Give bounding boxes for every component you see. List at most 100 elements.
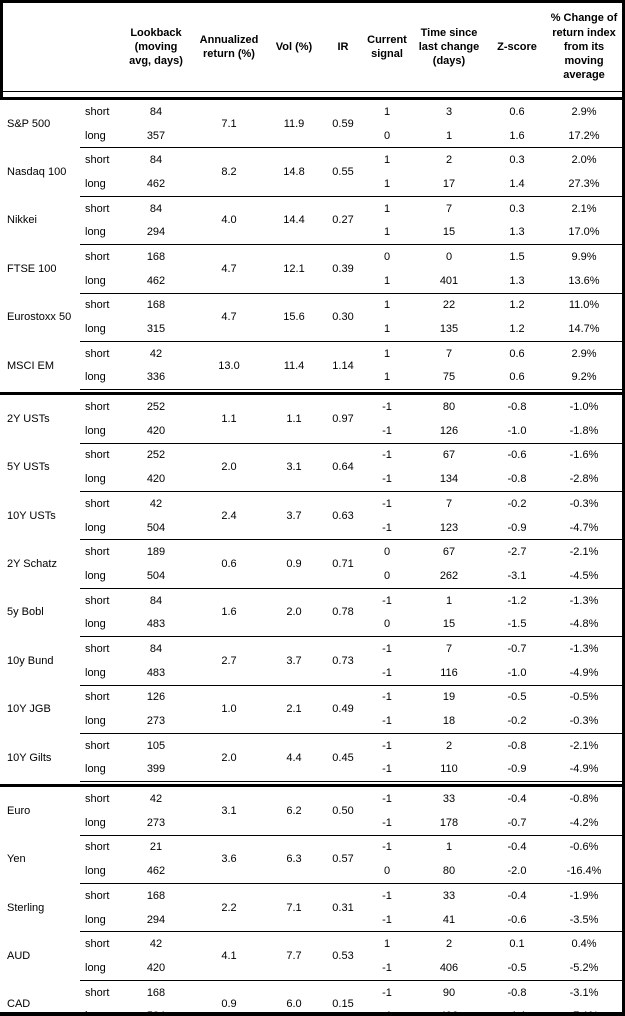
table-row: long 294 -1 41 -0.6 -3.5%	[0, 907, 622, 933]
cell-leg: short	[85, 105, 110, 118]
table-row: AUD short 42 4.1 7.7 0.53 1 2 0.1 0.4%	[0, 931, 622, 981]
cell-leg: short	[85, 793, 110, 806]
cell-asset: Nasdaq 100	[7, 166, 67, 179]
cell-z-score: 1.5	[509, 250, 525, 263]
cell-asset: 2Y USTs	[7, 413, 50, 426]
cell-signal: 1	[383, 154, 391, 167]
cell-ir: 0.97	[322, 393, 364, 444]
table-row: long 399 -1 110 -0.9 -4.9%	[0, 757, 622, 783]
cell-leg: long	[80, 317, 120, 342]
cell-signal: 1	[383, 938, 391, 951]
cell-vol: 7.1	[266, 883, 322, 933]
header-divider	[0, 91, 622, 100]
col-header-ir: IR	[337, 40, 349, 53]
table-row: Nasdaq 100 short 84 8.2 14.8 0.55 1 2 0.3 2.0%	[0, 147, 622, 197]
cell-z-score: -0.5	[507, 691, 527, 704]
cell-time-since: 0	[445, 250, 453, 263]
cell-pct-change: 17.2%	[546, 123, 622, 149]
cell-pct-change: -2.1%	[569, 546, 599, 559]
col-header-time-since: Time since last change (days)	[418, 26, 480, 68]
cell-z-score: 1.3	[488, 220, 546, 246]
section-divider-line	[0, 389, 622, 396]
cell-z-score: -1.1	[488, 1004, 546, 1012]
cell-time-since: 7	[445, 497, 453, 510]
col-header-annualized-return: Annualized return (%)	[199, 33, 259, 60]
cell-time-since: 123	[410, 515, 488, 541]
cell-pct-change: -1.3%	[569, 642, 599, 655]
table-row: long 294 1 15 1.3 17.0%	[0, 220, 622, 246]
cell-time-since: 33	[442, 889, 456, 902]
table-row: Nikkei short 84 4.0 14.4 0.27 1 7 0.3 2.1%	[0, 196, 622, 246]
cell-leg: long	[80, 172, 120, 197]
cell-lookback: 252	[146, 449, 166, 462]
cell-z-score: -0.5	[488, 956, 546, 981]
cell-lookback: 42	[149, 497, 163, 510]
cell-leg: short	[85, 449, 110, 462]
cell-signal: -1	[382, 594, 392, 607]
cell-ir: 0.63	[322, 491, 364, 541]
cell-leg: short	[85, 938, 110, 951]
cell-lookback: 483	[120, 660, 192, 686]
cell-asset: 10Y USTs	[7, 509, 56, 522]
cell-pct-change: -4.9%	[546, 660, 622, 686]
cell-z-score: -0.4	[507, 889, 527, 902]
cell-z-score: -1.0	[488, 418, 546, 444]
cell-signal: 1	[383, 202, 391, 215]
cell-pct-change: -0.6%	[569, 841, 599, 854]
cell-signal: 0	[383, 546, 391, 559]
cell-leg: short	[85, 154, 110, 167]
cell-leg: long	[80, 515, 120, 541]
cell-signal: -1	[382, 739, 392, 752]
cell-z-score: 1.2	[509, 299, 525, 312]
cell-pct-change: 2.0%	[571, 154, 597, 167]
cell-lookback: 504	[120, 564, 192, 589]
table-row: long 420 -1 406 -0.5 -5.2%	[0, 956, 622, 981]
cell-leg: short	[85, 347, 110, 360]
table-row: 10y Bund short 84 2.7 3.7 0.73 -1 7 -0.7 -1.3%	[0, 636, 622, 686]
cell-z-score: -0.8	[488, 467, 546, 493]
cell-lookback: 462	[120, 859, 192, 885]
cell-z-score: -1.2	[507, 594, 527, 607]
cell-leg: short	[85, 299, 110, 312]
cell-lookback: 168	[146, 889, 166, 902]
table-row: Sterling short 168 2.2 7.1 0.31 -1 33 -0.4 -1.9%	[0, 883, 622, 933]
cell-lookback: 357	[120, 123, 192, 149]
cell-annualized-return: 7.1	[192, 98, 266, 149]
table-row: long 483 -1 116 -1.0 -4.9%	[0, 660, 622, 686]
cell-vol: 1.1	[266, 393, 322, 444]
cell-time-since: 19	[442, 691, 456, 704]
cell-pct-change: 2.1%	[571, 202, 597, 215]
cell-pct-change: -1.9%	[569, 889, 599, 902]
cell-lookback: 189	[146, 546, 166, 559]
cell-signal: -1	[364, 810, 410, 836]
cell-vol: 14.8	[266, 147, 322, 197]
cell-lookback: 294	[120, 907, 192, 933]
cell-pct-change: 13.6%	[546, 268, 622, 294]
cell-pct-change: -16.4%	[546, 859, 622, 885]
cell-signal: -1	[382, 401, 392, 414]
cell-annualized-return: 2.7	[192, 636, 266, 686]
cell-time-since: 90	[442, 986, 456, 999]
cell-z-score: -0.7	[507, 642, 527, 655]
cell-lookback: 294	[120, 220, 192, 246]
cell-time-since: 1	[410, 123, 488, 149]
cell-leg: short	[85, 546, 110, 559]
cell-pct-change: -4.8%	[546, 612, 622, 638]
col-header-current-signal: Current signal	[367, 33, 407, 60]
cell-pct-change: -7.1%	[546, 1004, 622, 1012]
cell-pct-change: -0.5%	[569, 691, 599, 704]
cell-z-score: -0.2	[488, 709, 546, 734]
cell-vol: 11.4	[266, 341, 322, 391]
cell-z-score: 0.6	[509, 347, 525, 360]
cell-pct-change: -1.8%	[546, 418, 622, 444]
cell-ir: 0.64	[322, 443, 364, 493]
cell-z-score: 0.6	[488, 365, 546, 391]
table-row: long 462 0 80 -2.0 -16.4%	[0, 859, 622, 885]
cell-signal: -1	[364, 956, 410, 981]
cell-leg: long	[80, 365, 120, 391]
cell-lookback: 483	[120, 612, 192, 638]
cell-leg: short	[85, 739, 110, 752]
cell-leg: long	[80, 220, 120, 246]
cell-z-score: -2.0	[488, 859, 546, 885]
cell-leg: short	[85, 594, 110, 607]
